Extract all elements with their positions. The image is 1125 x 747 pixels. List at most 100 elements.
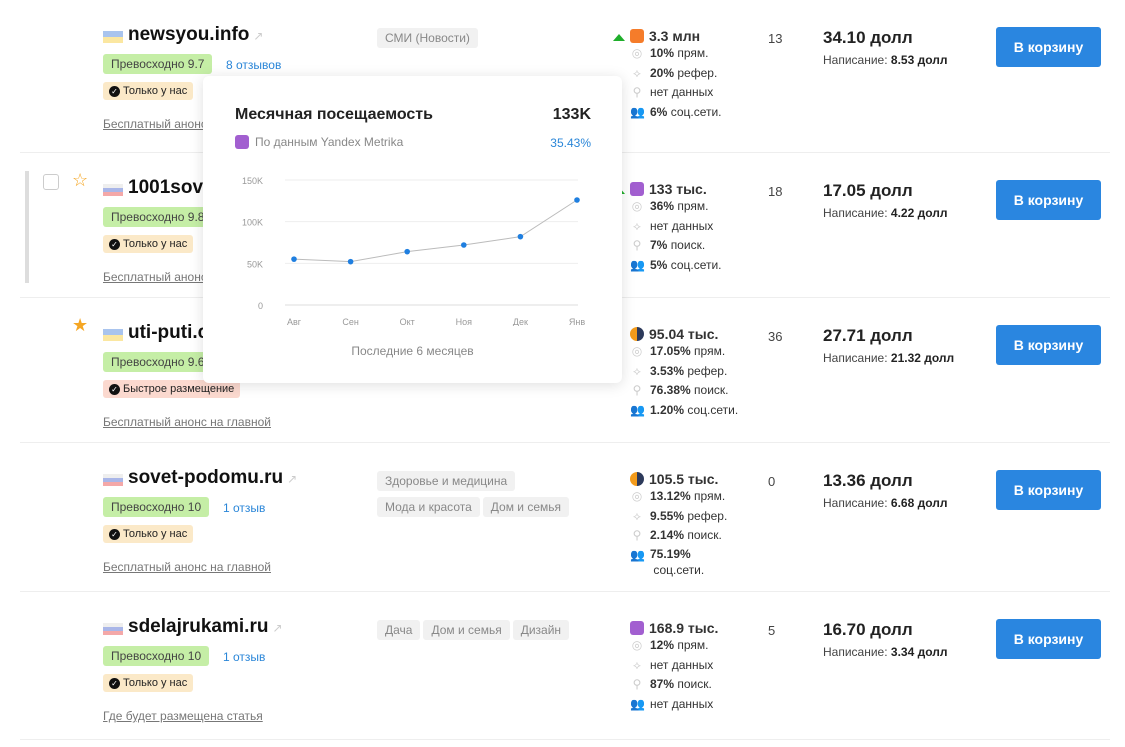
traffic-social: 👥 75.19% соц.сети. — [630, 546, 705, 577]
search-icon: ⚲ — [632, 85, 642, 99]
yandex-metrika-icon — [235, 135, 249, 149]
traffic-referral: ⟡ нет данных — [630, 217, 722, 237]
category-tag[interactable]: Дом и семья — [423, 620, 510, 640]
traffic-direct: ◎ 12% прям. — [630, 636, 718, 656]
announcement-link[interactable]: Бесплатный анонс на главной — [103, 560, 271, 574]
y-tick-label: 50K — [247, 259, 263, 269]
social-icon: 👥 — [630, 696, 645, 711]
google-analytics-icon[interactable] — [630, 29, 644, 43]
site-name[interactable]: newsyou.info ↗ — [128, 24, 264, 45]
yandex-metrika-icon[interactable] — [630, 621, 644, 635]
rating-badge: Превосходно 10 — [103, 646, 210, 666]
site-row: sdelajrukami.ru ↗ Превосходно 10 1 отзыв … — [20, 592, 1110, 740]
category-tag[interactable]: Мода и красота — [377, 497, 480, 517]
traffic-total[interactable]: 3.3 млн — [649, 28, 701, 44]
categories: Дача Дом и семья Дизайн — [377, 620, 607, 646]
category-tag[interactable]: СМИ (Новости) — [377, 28, 478, 48]
flag-icon — [103, 623, 123, 635]
popover-source: По данным Yandex Metrika — [235, 135, 403, 149]
reviews-link[interactable]: 1 отзыв — [223, 501, 266, 515]
category-tag[interactable]: Дача — [377, 620, 421, 640]
announcement-link[interactable]: Бесплатный анонс на главной — [103, 415, 271, 429]
target-icon: ✓ — [109, 384, 120, 395]
traffic-direct: ◎ 17.05% прям. — [630, 342, 738, 362]
trend-up-icon — [613, 34, 625, 41]
feature-badge: ✓ Только у нас — [103, 674, 194, 692]
announcement-link[interactable]: Где будет размещена статья — [103, 709, 263, 723]
yandex-metrika-icon[interactable] — [630, 182, 644, 196]
reviews-link[interactable]: 1 отзыв — [223, 650, 266, 664]
add-to-cart-button[interactable]: В корзину — [996, 325, 1101, 365]
referral-icon: ⟡ — [633, 218, 641, 233]
x-tick-label: Сен — [342, 317, 359, 326]
check-icon: ✓ — [109, 529, 120, 540]
direct-icon: ◎ — [631, 489, 643, 503]
traffic-total[interactable]: 168.9 тыс. — [649, 620, 719, 636]
liveinternet-icon[interactable] — [630, 327, 644, 341]
direct-icon: ◎ — [631, 638, 643, 652]
social-icon: 👥 — [630, 402, 645, 417]
liveinternet-icon[interactable] — [630, 472, 644, 486]
category-tag[interactable]: Дом и семья — [482, 497, 569, 517]
reviews-link[interactable]: 8 отзывов — [226, 58, 282, 72]
traffic-stats: 105.5 тыс. ◎ 13.12% прям. ⟡ 9.55% рефер. ⚲ 2.… — [613, 471, 727, 578]
category-tag[interactable]: Здоровье и медицина — [377, 471, 516, 491]
series-line — [293, 199, 578, 263]
external-link-icon[interactable]: ↗ — [272, 621, 283, 635]
feature-badge: ✓ Быстрое размещение — [103, 380, 241, 398]
traffic-referral: ⟡ нет данных — [630, 656, 718, 676]
x-tick-label: Янв — [569, 317, 585, 326]
writing-price: Написание: 8.53 долл — [823, 53, 948, 67]
add-to-cart-button[interactable]: В корзину — [996, 27, 1101, 67]
external-link-icon[interactable]: ↗ — [253, 29, 264, 43]
select-checkbox[interactable] — [43, 174, 59, 190]
traffic-stats: 95.04 тыс. ◎ 17.05% прям. ⟡ 3.53% рефер. ⚲ 76… — [613, 326, 738, 420]
x-tick-label: Ноя — [456, 317, 473, 326]
check-icon: ✓ — [109, 239, 120, 250]
referral-icon: ⟡ — [633, 657, 641, 672]
categories: СМИ (Новости) — [377, 28, 607, 54]
data-point — [461, 242, 467, 248]
add-to-cart-button[interactable]: В корзину — [996, 470, 1101, 510]
writing-price: Написание: 4.22 долл — [823, 206, 948, 220]
price: 34.10 долл — [823, 28, 913, 47]
favorite-star-icon[interactable]: ★ — [72, 315, 89, 335]
price: 16.70 долл — [823, 620, 913, 639]
traffic-total[interactable]: 105.5 тыс. — [649, 471, 719, 487]
site-row: ★ uti-puti.c↗ Превосходно 9.6 ✓Быстрое р… — [20, 298, 1110, 443]
traffic-direct: ◎ 13.12% прям. — [630, 487, 727, 507]
traffic-search: ⚲ нет данных — [630, 83, 722, 103]
link-count: 13 — [768, 31, 783, 46]
traffic-total[interactable]: 95.04 тыс. — [649, 326, 719, 342]
price: 27.71 долл — [823, 326, 913, 345]
category-tag[interactable]: Дизайн — [512, 620, 570, 640]
site-name[interactable]: sdelajrukami.ru ↗ — [128, 616, 283, 637]
flag-icon — [103, 31, 123, 43]
link-count: 0 — [768, 474, 776, 489]
feature-badge: ✓ Только у нас — [103, 525, 194, 543]
popover-footer: Последние 6 месяцев — [351, 344, 474, 358]
traffic-total[interactable]: 133 тыс. — [649, 181, 707, 197]
rating-badge: Превосходно 10 — [103, 497, 210, 517]
categories: Здоровье и медицина Мода и красота Дом и с… — [377, 471, 607, 523]
favorite-star-icon[interactable]: ☆ — [72, 170, 89, 190]
rating-badge: Превосходно 9.8 — [103, 207, 213, 227]
traffic-stats: 133 тыс. ◎ 36% прям. ⟡ нет данных ⚲ 7% поиск… — [613, 181, 722, 275]
referral-icon: ⟡ — [633, 65, 641, 80]
flag-icon — [103, 329, 123, 341]
link-count: 5 — [768, 623, 776, 638]
rating-badge: Превосходно 9.6 — [103, 352, 213, 372]
external-link-icon[interactable]: ↗ — [287, 472, 298, 486]
data-point — [404, 248, 410, 255]
traffic-search: ⚲ 7% поиск. — [630, 236, 722, 256]
social-icon: 👥 — [630, 257, 645, 272]
site-name[interactable]: sovet-podomu.ru ↗ — [128, 467, 298, 488]
add-to-cart-button[interactable]: В корзину — [996, 180, 1101, 220]
traffic-referral: ⟡ 3.53% рефер. — [630, 362, 738, 382]
traffic-search: ⚲ 2.14% поиск. — [630, 526, 727, 546]
price: 17.05 долл — [823, 181, 913, 200]
add-to-cart-button[interactable]: В корзину — [996, 619, 1101, 659]
data-point — [291, 256, 297, 262]
traffic-social: 👥 нет данных — [630, 695, 718, 715]
feature-badge: ✓ Только у нас — [103, 235, 194, 253]
